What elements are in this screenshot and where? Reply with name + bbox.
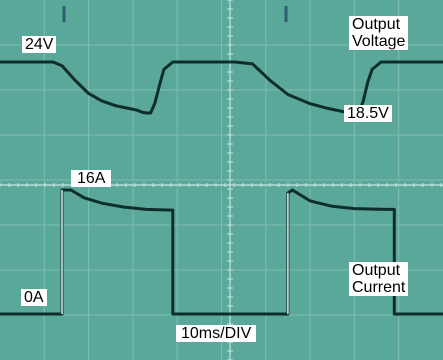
- output-voltage-line2: Voltage: [352, 33, 406, 50]
- output-current-line1: Output: [352, 262, 401, 279]
- output-current-trace: [0, 188, 443, 316]
- voltage-high-label: 24V: [22, 36, 57, 53]
- voltage-low-label: 18.5V: [344, 105, 392, 122]
- output-current-label: Output Current: [349, 262, 409, 296]
- current-high-label: 16A: [71, 170, 112, 187]
- time-scale-label: 10ms/DIV: [176, 325, 257, 342]
- output-current-line2: Current: [352, 279, 406, 296]
- output-voltage-line1: Output: [352, 16, 401, 33]
- current-low-label: 0A: [21, 289, 47, 306]
- output-voltage-label: Output Voltage: [349, 16, 409, 50]
